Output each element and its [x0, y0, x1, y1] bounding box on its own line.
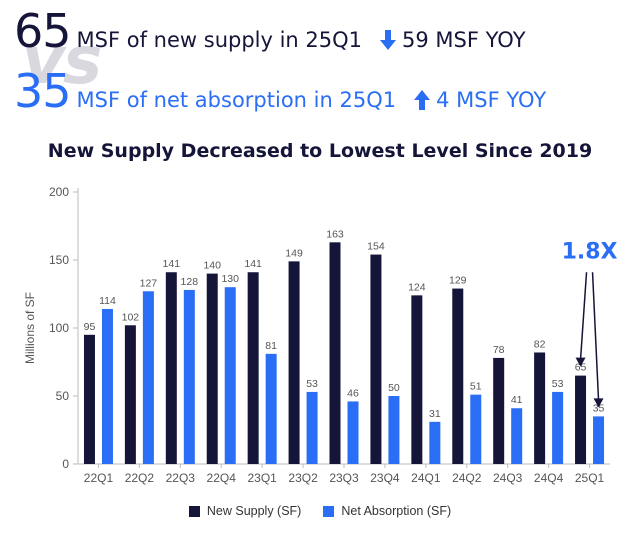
data-label-net-absorption: 51 — [470, 381, 482, 393]
data-label-new-supply: 124 — [408, 281, 426, 293]
bar-new-supply — [83, 334, 95, 464]
bar-new-supply — [206, 273, 218, 464]
ratio-arrow-absorption — [591, 272, 600, 401]
bar-net-absorption — [101, 308, 113, 464]
data-label-net-absorption: 81 — [265, 340, 277, 352]
bar-net-absorption — [306, 391, 318, 464]
bar-new-supply — [452, 288, 464, 464]
data-label-net-absorption: 53 — [552, 378, 564, 390]
data-label-new-supply: 95 — [84, 321, 96, 333]
supply-description: MSF of new supply in 25Q1 — [76, 28, 363, 52]
legend-label-supply: New Supply (SF) — [206, 504, 302, 518]
y-tick-label: 0 — [62, 457, 69, 471]
y-tick-label: 100 — [49, 321, 69, 335]
data-label-new-supply: 78 — [493, 344, 505, 356]
data-label-new-supply: 149 — [285, 247, 303, 259]
bar-net-absorption — [224, 287, 236, 464]
ratio-arrowhead-supply — [575, 357, 586, 367]
bar-net-absorption — [388, 396, 400, 464]
data-label-new-supply: 102 — [122, 311, 140, 323]
bar-net-absorption — [429, 421, 441, 464]
x-tick-label: 22Q1 — [84, 471, 114, 485]
x-tick-label: 22Q2 — [125, 471, 155, 485]
legend-label-absorption: Net Absorption (SF) — [341, 504, 452, 518]
y-axis-label: Millions of SF — [23, 292, 37, 364]
bar-new-supply — [165, 272, 177, 464]
bar-new-supply — [575, 375, 587, 464]
data-label-net-absorption: 53 — [306, 378, 318, 390]
absorption-value: 35 — [14, 64, 72, 118]
data-label-net-absorption: 114 — [99, 295, 116, 307]
x-tick-label: 23Q4 — [370, 471, 400, 485]
supply-headline: 65 MSF of new supply in 25Q1 59 MSF YOY — [14, 6, 526, 56]
bar-new-supply — [124, 325, 136, 464]
bar-net-absorption — [552, 391, 564, 464]
y-tick-label: 150 — [49, 253, 69, 267]
data-label-net-absorption: 35 — [593, 402, 605, 414]
x-tick-label: 24Q2 — [452, 471, 482, 485]
bar-new-supply — [247, 272, 259, 464]
data-label-new-supply: 141 — [244, 258, 262, 270]
y-tick-label: 200 — [49, 185, 69, 199]
x-tick-label: 22Q4 — [207, 471, 237, 485]
bar-new-supply — [288, 261, 300, 464]
x-tick-label: 25Q1 — [575, 471, 605, 485]
data-label-new-supply: 140 — [203, 260, 221, 272]
bar-new-supply — [493, 357, 505, 464]
legend-swatch-absorption — [323, 505, 335, 517]
supply-value: 65 — [14, 4, 72, 58]
supply-yoy-text: 59 MSF YOY — [402, 28, 526, 52]
vs-watermark: vs — [22, 22, 102, 99]
bar-chart: 0 50 100 150 200 Millions of SF 95 114 22Q1 102 12… — [23, 185, 618, 485]
data-label-new-supply: 82 — [534, 338, 546, 350]
bar-net-absorption — [593, 416, 605, 464]
data-label-new-supply: 154 — [367, 241, 385, 253]
y-tick-label: 50 — [56, 389, 70, 403]
arrow-down-icon — [380, 30, 397, 50]
bar-net-absorption — [265, 353, 277, 464]
data-label-net-absorption: 50 — [388, 382, 400, 394]
chart-legend: New Supply (SF) Net Absorption (SF) — [0, 504, 640, 518]
legend-item-absorption: Net Absorption (SF) — [323, 504, 451, 518]
ratio-annotation: 1.8X — [562, 240, 618, 265]
absorption-yoy: 4 MSF YOY — [414, 88, 546, 112]
absorption-headline: 35 MSF of net absorption in 25Q1 4 MSF Y… — [14, 66, 546, 116]
data-label-net-absorption: 127 — [140, 277, 158, 289]
data-label-new-supply: 65 — [575, 362, 587, 374]
arrow-up-icon — [414, 90, 431, 110]
data-label-net-absorption: 130 — [221, 273, 239, 285]
absorption-description: MSF of net absorption in 25Q1 — [76, 88, 397, 112]
legend-item-supply: New Supply (SF) — [188, 504, 302, 518]
ratio-arrowhead-absorption — [593, 398, 604, 408]
supply-yoy: 59 MSF YOY — [380, 28, 526, 52]
data-label-new-supply: 163 — [326, 228, 344, 240]
bar-new-supply — [329, 242, 341, 464]
x-tick-label: 23Q2 — [288, 471, 318, 485]
bar-new-supply — [411, 295, 423, 464]
x-tick-label: 24Q4 — [534, 471, 564, 485]
x-tick-label: 23Q1 — [247, 471, 277, 485]
bar-net-absorption — [142, 291, 154, 464]
bar-net-absorption — [511, 408, 523, 464]
bar-net-absorption — [347, 401, 359, 464]
absorption-yoy-text: 4 MSF YOY — [436, 88, 547, 112]
x-tick-label: 23Q3 — [329, 471, 359, 485]
bar-net-absorption — [183, 289, 195, 464]
x-tick-label: 22Q3 — [166, 471, 196, 485]
bar-net-absorption — [470, 394, 482, 464]
data-label-new-supply: 129 — [449, 275, 467, 287]
ratio-arrow-supply — [579, 272, 588, 360]
x-tick-label: 24Q1 — [411, 471, 441, 485]
data-label-net-absorption: 128 — [181, 276, 199, 288]
bar-new-supply — [370, 254, 382, 464]
x-tick-label: 24Q3 — [493, 471, 523, 485]
data-label-net-absorption: 46 — [347, 387, 359, 399]
legend-swatch-supply — [188, 505, 200, 517]
bar-new-supply — [534, 352, 546, 464]
data-label-new-supply: 141 — [163, 258, 181, 270]
data-label-net-absorption: 41 — [511, 394, 523, 406]
chart-title: New Supply Decreased to Lowest Level Sin… — [47, 140, 593, 162]
data-label-net-absorption: 31 — [429, 408, 441, 420]
